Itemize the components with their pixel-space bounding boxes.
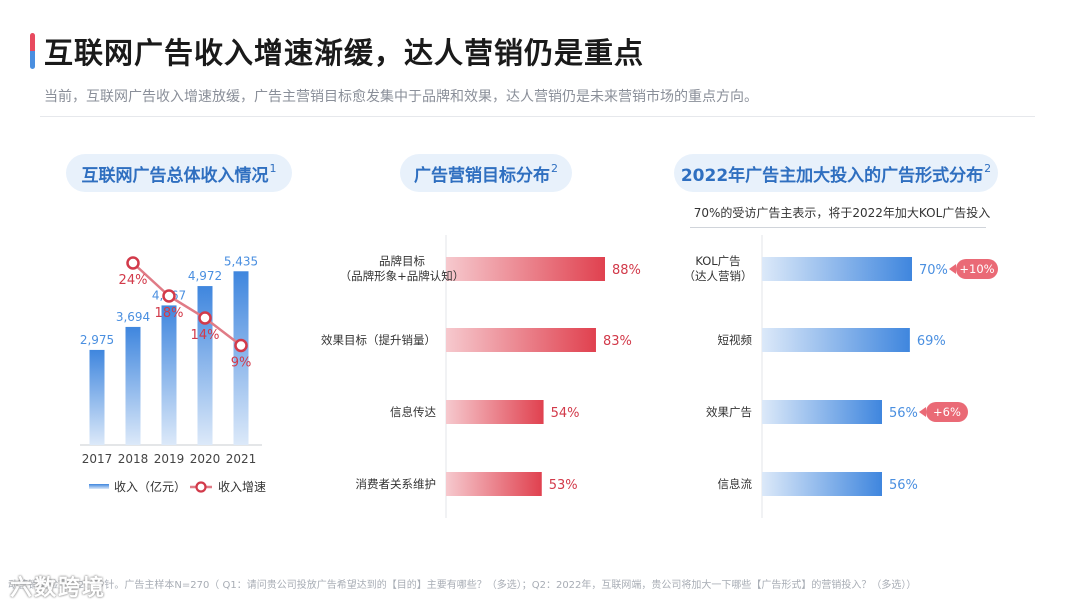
chart3-badge-pointer [919,407,926,417]
chart1-bar-2021 [233,271,249,445]
chart1-legend-bar-label: 收入（亿元） [114,479,186,494]
chart3-bar [762,472,882,496]
chart1-bar-2017 [89,349,105,445]
chart1-x-tick: 2017 [82,452,113,466]
chart3-bar [762,257,912,281]
chart3-bar [762,328,910,352]
panel1-title-sup: 1 [269,161,277,175]
chart3-value-label: 56% [889,478,918,493]
panel3-note: 70%的受访广告主表示，将于2022年加大KOL广告投入 [693,206,991,220]
panel3-title-sup: 2 [984,161,992,175]
chart3-category-label-sub: （达人营销） [684,269,753,283]
chart3-badge-pointer [949,264,956,274]
panel3-note-underline [690,227,986,228]
chart3-value-label: 69% [917,334,946,349]
panel2-title-sup: 2 [551,161,558,175]
chart2-bar [446,472,542,496]
header-divider [40,116,1035,117]
chart2-bar [446,400,544,424]
chart3-bar [762,400,882,424]
chart2-value-label: 53% [549,478,578,493]
chart1-x-tick: 2021 [226,452,257,466]
chart1-bar-2020 [197,286,213,445]
chart2-value-label: 88% [612,263,641,278]
chart3-badge [926,402,968,422]
chart1-legend-line-marker [195,481,207,493]
chart2-bar [446,257,605,281]
panel3-title-text: 2022年广告主加大投入的广告形式分布 [680,165,984,186]
chart1-legend-bar-swatch [89,484,109,489]
chart1-growth-point [126,256,140,270]
chart1-growth-point [198,311,212,325]
chart1-bar-label: 3,694 [116,310,150,324]
chart3-category-label: 短视频 [718,333,753,347]
panel3-title: 2022年广告主加大投入的广告形式分布 2 [674,154,998,192]
chart3-category-label: 信息流 [718,477,753,491]
panel1-title-text: 互联网广告总体收入情况 [81,165,269,186]
chart1-bar-2019 [161,305,177,445]
panel1-title: 互联网广告总体收入情况 1 [66,154,292,192]
chart2-category-label-sub: （品牌形象+品牌认知） [340,269,465,283]
chart1-x-tick: 2019 [154,452,185,466]
watermark-logo: 六数跨境 [10,576,107,601]
chart2-category-label: 消费者关系维护 [356,477,437,491]
chart1-bar-2018 [125,326,141,445]
chart3-category-label: 效果广告 [706,405,752,419]
chart1-legend-line-label: 收入增速 [218,480,266,494]
chart3-badge-label: +6% [933,405,961,419]
chart1-bar-label: 4,972 [188,269,222,283]
chart1-growth-label: 9% [231,356,252,371]
panel2-title-text: 广告营销目标分布 [414,165,550,186]
chart1-bar-label: 5,435 [224,254,258,268]
chart3-category-label: KOL广告 [695,254,740,268]
title-accent-bar [30,33,35,69]
chart1-growth-label: 18% [155,306,184,321]
chart3-value-label: 70% [919,263,948,278]
chart2-category-label: 品牌目标 [379,254,425,268]
chart1-growth-label: 14% [191,328,220,343]
chart1-x-tick: 2020 [190,452,221,466]
chart2-bar [446,328,596,352]
chart2-value-label: 83% [603,334,632,349]
chart1-growth-point [234,338,248,353]
chart3-value-label: 56% [889,406,918,421]
chart2-category-label: 信息传达 [390,405,436,419]
footer-source: 动营销实验室；2、秒针。广告主样本N=270（ Q1：请问贵公司投放广告希望达到… [8,580,917,591]
page-subtitle: 当前，互联网广告收入增速放缓，广告主营销目标愈发集中于品牌和效果，达人营销仍是未… [44,89,758,105]
chart1-growth-point [162,289,176,303]
page-title: 互联网广告收入增速渐缓，达人营销仍是重点 [44,36,645,70]
chart1-growth-line [132,262,242,347]
chart3-badge [956,259,998,279]
chart1-growth-label: 24% [119,273,148,288]
panel2-title: 广告营销目标分布 2 [400,154,572,192]
chart2-value-label: 54% [551,406,580,421]
chart1-x-tick: 2018 [118,452,149,466]
chart3-badge-label: +10% [959,262,994,276]
chart1-bar-label: 2,975 [80,333,114,347]
chart2-category-label: 效果目标（提升销量） [321,333,436,347]
